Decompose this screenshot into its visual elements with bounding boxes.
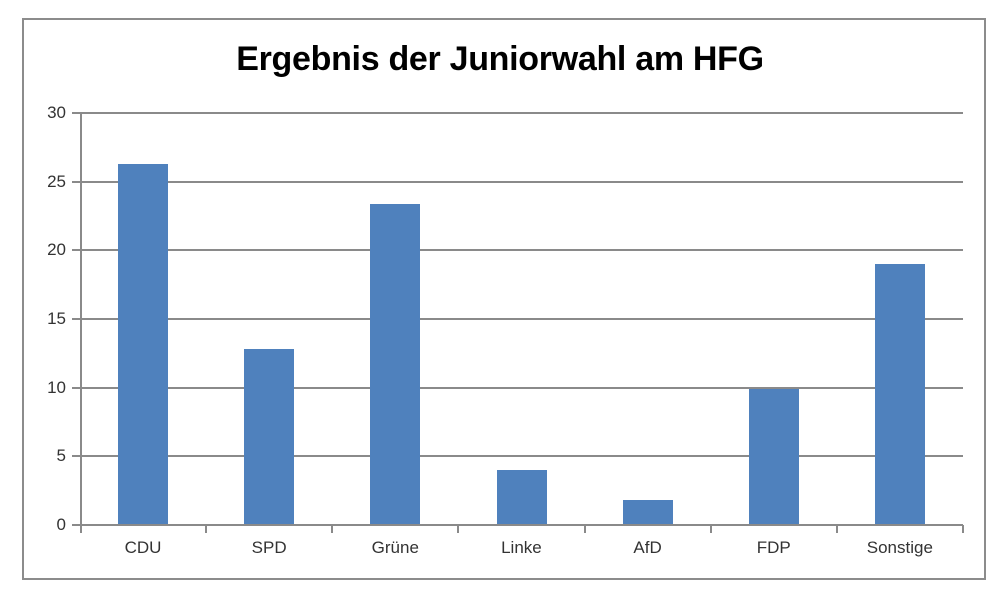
- y-tick-label: 25: [47, 171, 66, 191]
- x-tick-label: AfD: [633, 538, 662, 557]
- x-tick-label: Sonstige: [866, 538, 933, 557]
- y-tick-label: 20: [47, 240, 66, 260]
- x-tick: [962, 525, 964, 533]
- bar-grüne: [370, 203, 421, 525]
- bar-linke: [496, 470, 547, 525]
- bar-sonstige: [874, 264, 925, 525]
- x-tick: [205, 525, 208, 533]
- x-tick-label: CDU: [124, 538, 162, 557]
- y-tick-label: 10: [47, 377, 66, 397]
- bar-afd: [622, 500, 673, 525]
- x-tick-label: SPD: [251, 538, 287, 557]
- chart-title: Ergebnis der Juniorwahl am HFG: [236, 40, 764, 78]
- y-axis: [80, 113, 82, 533]
- y-tick-label: 0: [56, 515, 66, 534]
- y-tick-label: 30: [47, 103, 66, 122]
- y-tick-label: 5: [56, 446, 66, 466]
- gridline: [72, 112, 963, 114]
- x-tick: [709, 525, 712, 533]
- x-tick: [331, 525, 334, 533]
- x-tick: [583, 525, 586, 533]
- x-tick: [835, 525, 838, 533]
- gridline: [72, 318, 963, 320]
- gridline: [72, 180, 963, 183]
- x-axis: [72, 524, 963, 526]
- bar-spd: [244, 349, 295, 525]
- bar-fdp: [748, 389, 799, 525]
- gridline: [72, 386, 963, 389]
- x-tick-label: Linke: [501, 538, 542, 557]
- gridline: [72, 455, 963, 458]
- x-tick: [457, 525, 460, 533]
- x-tick-label: FDP: [756, 538, 791, 557]
- x-tick-label: Grüne: [371, 538, 419, 557]
- plot-area: 0 5 10 15 20 25 30 CDU SPD Grüne Linke AfD FDP Sonsti…: [47, 103, 964, 557]
- bar-cdu: [118, 163, 169, 525]
- gridline: [72, 249, 963, 252]
- y-tick-label: 15: [47, 309, 66, 328]
